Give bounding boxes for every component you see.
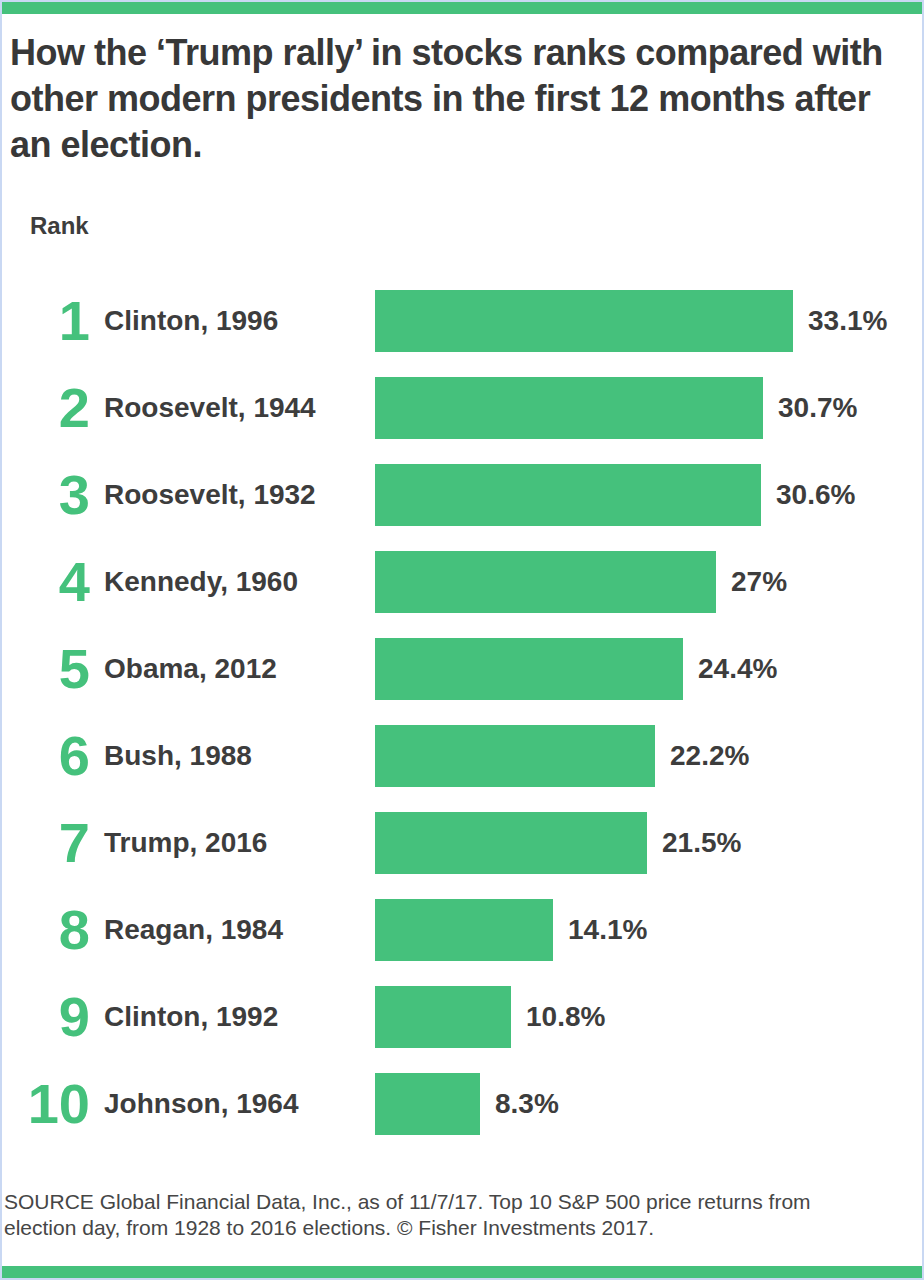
rank-number: 2 bbox=[2, 377, 90, 439]
value-label: 30.6% bbox=[776, 479, 855, 511]
bar bbox=[375, 377, 763, 439]
value-label: 14.1% bbox=[568, 914, 647, 946]
rank-number: 4 bbox=[2, 551, 90, 613]
bar bbox=[375, 899, 553, 961]
value-label: 33.1% bbox=[808, 305, 887, 337]
president-label: Roosevelt, 1944 bbox=[104, 392, 375, 424]
bar bbox=[375, 986, 511, 1048]
president-label: Clinton, 1992 bbox=[104, 1001, 375, 1033]
value-label: 24.4% bbox=[698, 653, 777, 685]
bar-track: 8.3% bbox=[375, 1073, 922, 1135]
rank-axis-label: Rank bbox=[30, 212, 922, 240]
chart-title: How the ‘Trump rally’ in stocks ranks co… bbox=[10, 30, 908, 168]
rank-number: 10 bbox=[2, 1073, 90, 1135]
president-label: Johnson, 1964 bbox=[104, 1088, 375, 1120]
rank-number: 6 bbox=[2, 725, 90, 787]
chart-row: 6 Bush, 1988 22.2% bbox=[2, 725, 922, 787]
bar-track: 10.8% bbox=[375, 986, 922, 1048]
chart-row: 3 Roosevelt, 1932 30.6% bbox=[2, 464, 922, 526]
bar-track: 24.4% bbox=[375, 638, 922, 700]
value-label: 21.5% bbox=[662, 827, 741, 859]
source-attribution: SOURCE Global Financial Data, Inc., as o… bbox=[4, 1189, 876, 1241]
bar-track: 27% bbox=[375, 551, 922, 613]
chart-row: 9 Clinton, 1992 10.8% bbox=[2, 986, 922, 1048]
bottom-accent-strip bbox=[2, 1266, 922, 1278]
chart-row: 8 Reagan, 1984 14.1% bbox=[2, 899, 922, 961]
bar-chart: 1 Clinton, 1996 33.1% 2 Roosevelt, 1944 … bbox=[2, 290, 922, 1135]
president-label: Roosevelt, 1932 bbox=[104, 479, 375, 511]
bar-track: 30.7% bbox=[375, 377, 922, 439]
rank-number: 7 bbox=[2, 812, 90, 874]
bar bbox=[375, 638, 683, 700]
chart-row: 4 Kennedy, 1960 27% bbox=[2, 551, 922, 613]
bar bbox=[375, 1073, 480, 1135]
president-label: Bush, 1988 bbox=[104, 740, 375, 772]
bar bbox=[375, 464, 761, 526]
bar-track: 30.6% bbox=[375, 464, 922, 526]
bar bbox=[375, 725, 655, 787]
rank-number: 9 bbox=[2, 986, 90, 1048]
value-label: 8.3% bbox=[495, 1088, 559, 1120]
value-label: 22.2% bbox=[670, 740, 749, 772]
rank-number: 1 bbox=[2, 290, 90, 352]
value-label: 30.7% bbox=[778, 392, 857, 424]
president-label: Obama, 2012 bbox=[104, 653, 375, 685]
bar-track: 14.1% bbox=[375, 899, 922, 961]
chart-row: 7 Trump, 2016 21.5% bbox=[2, 812, 922, 874]
bar bbox=[375, 812, 647, 874]
bar-track: 33.1% bbox=[375, 290, 922, 352]
bar-track: 22.2% bbox=[375, 725, 922, 787]
bar bbox=[375, 290, 793, 352]
chart-row: 2 Roosevelt, 1944 30.7% bbox=[2, 377, 922, 439]
infographic-card: How the ‘Trump rally’ in stocks ranks co… bbox=[0, 0, 924, 1280]
value-label: 27% bbox=[731, 566, 787, 598]
rank-number: 8 bbox=[2, 899, 90, 961]
value-label: 10.8% bbox=[526, 1001, 605, 1033]
chart-row: 10 Johnson, 1964 8.3% bbox=[2, 1073, 922, 1135]
president-label: Clinton, 1996 bbox=[104, 305, 375, 337]
bar bbox=[375, 551, 716, 613]
president-label: Reagan, 1984 bbox=[104, 914, 375, 946]
bar-track: 21.5% bbox=[375, 812, 922, 874]
president-label: Kennedy, 1960 bbox=[104, 566, 375, 598]
president-label: Trump, 2016 bbox=[104, 827, 375, 859]
rank-number: 5 bbox=[2, 638, 90, 700]
rank-number: 3 bbox=[2, 464, 90, 526]
chart-row: 5 Obama, 2012 24.4% bbox=[2, 638, 922, 700]
chart-row: 1 Clinton, 1996 33.1% bbox=[2, 290, 922, 352]
top-accent-strip bbox=[2, 2, 922, 14]
